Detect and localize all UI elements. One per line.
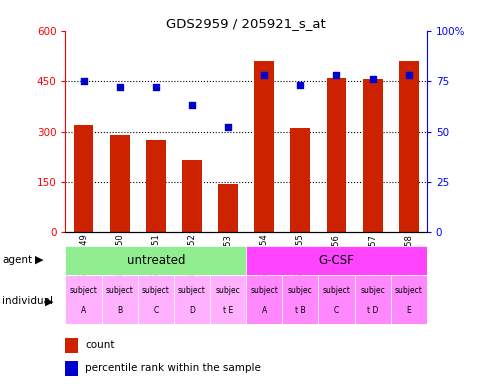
Bar [137,275,173,324]
Bar [74,125,93,232]
Bar [109,135,129,232]
Text: count: count [85,340,115,350]
Bar [390,275,426,324]
Text: A: A [261,306,266,315]
Text: agent: agent [2,255,32,265]
Bar [398,61,418,232]
Bar [245,246,426,275]
Bar [290,128,310,232]
Bar [218,184,238,232]
Bar [146,140,166,232]
Bar [354,275,390,324]
Point [224,124,231,131]
Bar [282,275,318,324]
Text: E: E [406,306,410,315]
Bar [254,61,273,232]
Bar [65,361,78,376]
Point [260,72,268,78]
Text: subjec: subjec [215,286,240,295]
Text: subject: subject [106,286,133,295]
Text: subject: subject [70,286,97,295]
Text: D: D [189,306,195,315]
Text: t D: t D [366,306,378,315]
Text: t B: t B [294,306,305,315]
Text: percentile rank within the sample: percentile rank within the sample [85,363,261,373]
Text: B: B [117,306,122,315]
Text: subject: subject [178,286,205,295]
Point [368,76,376,82]
Point [79,78,87,84]
Point [116,84,123,90]
Text: subject: subject [250,286,277,295]
Bar [102,275,137,324]
Bar [245,275,282,324]
Text: C: C [333,306,338,315]
Point [404,72,412,78]
Text: ▶: ▶ [45,296,53,306]
Bar [210,275,245,324]
Text: untreated: untreated [126,254,185,266]
Text: subjec: subjec [360,286,384,295]
Point [296,82,303,88]
Text: C: C [153,306,158,315]
Text: subject: subject [394,286,422,295]
Text: individual: individual [2,296,53,306]
Text: A: A [81,306,86,315]
Bar [65,338,78,353]
Bar [182,160,201,232]
Title: GDS2959 / 205921_s_at: GDS2959 / 205921_s_at [166,17,325,30]
Bar [173,275,210,324]
Bar [326,78,346,232]
Text: t E: t E [223,306,233,315]
Text: subjec: subjec [287,286,312,295]
Point [188,102,196,108]
Bar [65,275,102,324]
Text: G-CSF: G-CSF [318,254,354,266]
Point [151,84,159,90]
Bar [362,79,382,232]
Text: ▶: ▶ [35,255,44,265]
Point [332,72,340,78]
Text: subject: subject [142,286,169,295]
Text: subject: subject [322,286,349,295]
Bar [318,275,354,324]
Bar [65,246,245,275]
